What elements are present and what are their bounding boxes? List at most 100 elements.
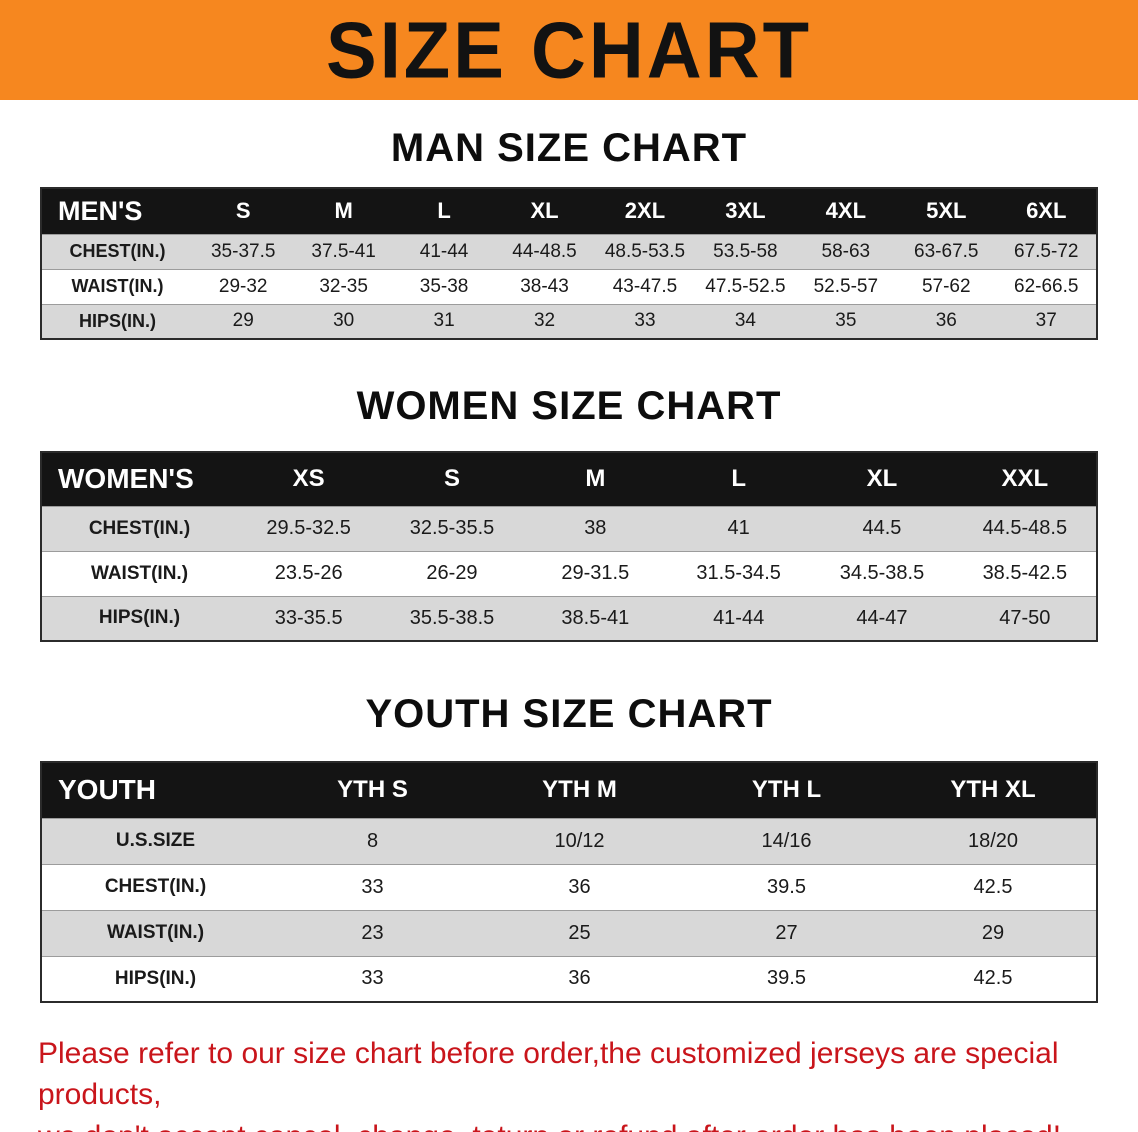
youth-section: YOUTH SIZE CHART YOUTH YTH S YTH M YTH L YTH… [0, 692, 1138, 1003]
data-cell: 37.5-41 [311, 240, 376, 262]
data-cell: 26-29 [426, 562, 478, 584]
column-header-cell: YTH XL [890, 762, 1097, 818]
data-cell: 57-62 [921, 275, 971, 297]
men-size-table: MEN'S S M L XL 2XL 3XL 4XL 5XL 6XL CHEST(IN.) 35-37… [40, 187, 1098, 340]
column-header-cell: YTH M [476, 762, 683, 818]
data-cell: 33 [361, 967, 384, 990]
youth-size-table: YOUTH YTH S YTH M YTH L YTH XL U.S.SIZE 8 10/12… [40, 761, 1098, 1003]
data-cell: 29 [232, 310, 254, 332]
data-cell: 31.5-34.5 [696, 562, 781, 584]
data-cell: 29 [981, 921, 1005, 944]
data-cell: 44.5 [862, 517, 902, 539]
data-cell: 47.5-52.5 [705, 275, 786, 297]
table-row: HIPS(IN.) 33-35.5 35.5-38.5 38.5-41 41-44 44-… [41, 596, 1097, 641]
table-row: CHEST(IN.) 33 36 39.5 42.5 [41, 864, 1097, 910]
page-title: SIZE CHART [326, 5, 812, 95]
data-cell: 43-47.5 [612, 275, 678, 297]
row-label-cell: WAIST(IN.) [90, 562, 189, 584]
data-cell: 39.5 [767, 967, 806, 990]
men-section: MAN SIZE CHART MEN'S S M L XL 2XL 3XL 4XL 5XL 6XL… [0, 126, 1138, 340]
data-cell: 36 [568, 875, 591, 898]
column-header-cell: XL [810, 452, 954, 506]
data-cell: 35-38 [419, 275, 469, 297]
data-cell: 29.5-32.5 [266, 517, 351, 539]
disclaimer: Please refer to our size chart before or… [38, 1033, 1100, 1132]
row-label-cell: U.S.SIZE [115, 830, 196, 851]
data-cell: 48.5-53.5 [604, 240, 686, 262]
women-section-heading: WOMEN SIZE CHART [356, 384, 782, 428]
row-label-cell: HIPS(IN.) [98, 607, 181, 629]
data-cell: 31 [433, 310, 455, 332]
data-cell: 42.5 [973, 875, 1013, 898]
data-cell: 30 [333, 310, 355, 332]
data-cell: 32.5-35.5 [409, 517, 495, 539]
column-header-cell: 6XL [996, 188, 1097, 234]
women-section: WOMEN SIZE CHART WOMEN'S XS S M L XL XXL CHEST(… [0, 384, 1138, 642]
data-cell: 44-48.5 [512, 240, 577, 262]
men-section-heading: MAN SIZE CHART [390, 126, 748, 170]
column-header-cell: YTH L [683, 762, 890, 818]
data-cell: 33 [361, 875, 384, 898]
data-cell: 41-44 [713, 606, 765, 629]
data-cell: 8 [366, 829, 379, 852]
data-cell: 35 [835, 310, 857, 332]
table-title-cell: WOMEN'S [41, 452, 237, 506]
data-cell: 23.5-26 [274, 562, 343, 584]
data-cell: 62-66.5 [1014, 275, 1079, 297]
disclaimer-line-2: we don't accept cancel, change, teturn o… [38, 1116, 1100, 1132]
table-title-cell: MEN'S [41, 188, 193, 234]
table-header-row: MEN'S S M L XL 2XL 3XL 4XL 5XL 6XL [41, 188, 1097, 234]
table-row: HIPS(IN.) 29 30 31 32 33 34 35 36 37 [41, 304, 1097, 339]
data-cell: 33 [634, 310, 656, 332]
column-header-cell: 4XL [795, 188, 897, 234]
data-cell: 29-32 [218, 275, 268, 297]
data-cell: 36 [935, 310, 957, 332]
data-cell: 14/16 [761, 829, 812, 852]
row-label-cell: WAIST(IN.) [71, 276, 164, 296]
data-cell: 44.5-48.5 [982, 517, 1068, 539]
column-header-cell: L [393, 188, 495, 234]
data-cell: 23 [361, 921, 384, 944]
data-cell: 18/20 [967, 829, 1019, 852]
data-cell: 58-63 [821, 240, 871, 262]
data-cell: 38 [584, 517, 607, 539]
data-cell: 38-43 [520, 275, 569, 297]
row-label-cell: CHEST(IN.) [88, 517, 191, 539]
column-header-cell: 5XL [896, 188, 997, 234]
row-label-cell: WAIST(IN.) [106, 922, 205, 943]
column-header-cell: S [380, 452, 524, 506]
table-row: WAIST(IN.) 23 25 27 29 [41, 910, 1097, 956]
table-header-row: WOMEN'S XS S M L XL XXL [41, 452, 1097, 506]
data-cell: 36 [568, 967, 591, 990]
data-cell: 38.5-41 [561, 606, 630, 629]
row-label-cell: CHEST(IN.) [69, 241, 166, 261]
data-cell: 35.5-38.5 [409, 606, 495, 629]
column-header-cell: M [293, 188, 394, 234]
column-header-cell: XS [237, 452, 381, 506]
data-cell: 42.5 [973, 967, 1013, 990]
table-row: HIPS(IN.) 33 36 39.5 42.5 [41, 956, 1097, 1002]
youth-section-heading: YOUTH SIZE CHART [365, 692, 773, 736]
data-cell: 33-35.5 [274, 606, 343, 629]
data-cell: 35-37.5 [210, 240, 276, 262]
data-cell: 37 [1035, 310, 1057, 332]
column-header-cell: XXL [953, 452, 1097, 506]
row-label-cell: CHEST(IN.) [104, 876, 207, 897]
column-header-cell: 3XL [695, 188, 796, 234]
data-cell: 32-35 [319, 275, 368, 297]
data-cell: 44-47 [856, 606, 908, 629]
column-header-cell: XL [494, 188, 595, 234]
column-header-cell: L [666, 452, 811, 506]
data-cell: 47-50 [999, 606, 1051, 629]
table-row: CHEST(IN.) 35-37.5 37.5-41 41-44 44-48.5 48.5… [41, 234, 1097, 269]
data-cell: 63-67.5 [914, 240, 979, 262]
data-cell: 41-44 [419, 240, 469, 262]
column-header-cell: M [523, 452, 667, 506]
data-cell: 41 [727, 517, 750, 539]
row-label-cell: HIPS(IN.) [114, 967, 197, 989]
table-header-row: YOUTH YTH S YTH M YTH L YTH XL [41, 762, 1097, 818]
data-cell: 34.5-38.5 [839, 562, 925, 584]
column-header-cell: 2XL [594, 188, 696, 234]
data-cell: 10/12 [554, 829, 605, 852]
